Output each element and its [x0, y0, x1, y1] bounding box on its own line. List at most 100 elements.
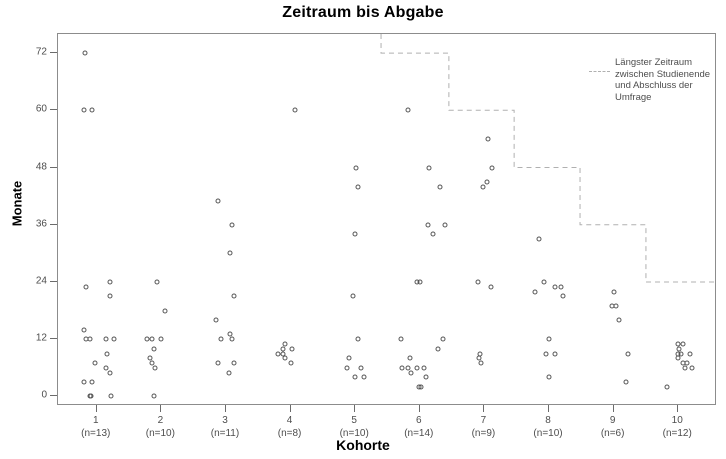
- data-point: [229, 222, 235, 228]
- data-point: [355, 184, 361, 190]
- data-point: [478, 360, 484, 366]
- data-point: [546, 374, 552, 380]
- data-point: [616, 317, 622, 323]
- data-point: [442, 222, 448, 228]
- data-point: [82, 50, 88, 56]
- data-point: [485, 136, 491, 142]
- data-point: [437, 184, 443, 190]
- y-tick-label: 36: [35, 218, 47, 230]
- cohort-number: 5: [351, 415, 357, 426]
- data-point: [89, 107, 95, 113]
- data-point: [83, 284, 89, 290]
- data-point: [546, 336, 552, 342]
- y-tick-label: 72: [35, 46, 47, 58]
- data-point: [532, 289, 538, 295]
- cohort-number: 8: [545, 415, 551, 426]
- data-point: [435, 346, 441, 352]
- data-point: [107, 370, 113, 376]
- y-tick-mark: [50, 223, 57, 225]
- cohort-count: (n=14): [404, 428, 434, 439]
- x-tick-mark: [418, 405, 420, 412]
- data-point: [229, 336, 235, 342]
- x-tick-label: 1 (n=13): [56, 414, 136, 440]
- data-point: [680, 341, 686, 347]
- x-tick-label: 5 (n=10): [314, 414, 394, 440]
- data-point: [88, 393, 94, 399]
- data-point: [213, 317, 219, 323]
- data-point: [353, 165, 359, 171]
- data-point: [350, 293, 356, 299]
- data-point: [440, 336, 446, 342]
- data-point: [488, 284, 494, 290]
- data-point: [489, 165, 495, 171]
- data-point: [358, 365, 364, 371]
- data-point: [158, 336, 164, 342]
- y-tick-mark: [50, 338, 57, 340]
- data-point: [408, 370, 414, 376]
- data-point: [675, 355, 681, 361]
- x-tick-label: 6 (n=14): [379, 414, 459, 440]
- data-point: [89, 379, 95, 385]
- data-point: [215, 198, 221, 204]
- data-point: [152, 365, 158, 371]
- chart-title: Zeitraum bis Abgabe: [282, 4, 444, 21]
- data-point: [682, 365, 688, 371]
- data-point: [108, 393, 114, 399]
- data-point: [558, 284, 564, 290]
- data-point: [414, 365, 420, 371]
- cohort-number: 10: [671, 415, 683, 426]
- x-tick-label: 7 (n=9): [443, 414, 523, 440]
- x-tick-mark: [548, 405, 550, 412]
- data-point: [426, 165, 432, 171]
- cohort-number: 4: [286, 415, 293, 426]
- data-point: [405, 107, 411, 113]
- data-point: [552, 351, 558, 357]
- cohort-number: 3: [222, 415, 228, 426]
- data-point: [476, 355, 482, 361]
- data-point: [399, 365, 405, 371]
- data-point: [151, 393, 157, 399]
- x-tick-label: 2 (n=10): [120, 414, 200, 440]
- plot-area: [57, 33, 717, 405]
- data-point: [149, 336, 155, 342]
- data-point: [107, 279, 113, 285]
- y-tick-label: 60: [35, 103, 47, 115]
- cohort-count: (n=11): [210, 428, 240, 439]
- x-tick-mark: [289, 405, 291, 412]
- data-point: [664, 384, 670, 390]
- data-point: [430, 231, 436, 237]
- data-point: [477, 351, 483, 357]
- data-point: [81, 379, 87, 385]
- data-point: [346, 355, 352, 361]
- x-axis-label: Kohorte: [336, 437, 390, 453]
- data-point: [227, 331, 233, 337]
- y-tick-mark: [50, 395, 57, 397]
- x-tick-label: 9 (n=6): [573, 414, 653, 440]
- data-point: [689, 365, 695, 371]
- x-tick-mark: [354, 405, 356, 412]
- data-point: [541, 279, 547, 285]
- data-point: [289, 346, 295, 352]
- cohort-count: (n=13): [81, 428, 111, 439]
- data-point: [361, 374, 367, 380]
- data-point: [613, 303, 619, 309]
- data-point: [675, 341, 681, 347]
- x-tick-mark: [224, 405, 226, 412]
- data-point: [111, 336, 117, 342]
- data-point: [147, 355, 153, 361]
- cohort-number: 7: [480, 415, 487, 426]
- legend-label: Längster Zeitraum zwischen Studienende u…: [615, 57, 711, 103]
- x-tick-mark: [483, 405, 485, 412]
- data-point: [81, 327, 87, 333]
- cohort-number: 1: [92, 415, 99, 426]
- cohort-count: (n=9): [471, 428, 496, 439]
- data-point: [560, 293, 566, 299]
- data-point: [151, 346, 157, 352]
- data-point: [231, 360, 237, 366]
- y-tick-mark: [50, 166, 57, 168]
- cohort-number: 9: [609, 415, 616, 426]
- data-point: [417, 279, 423, 285]
- x-tick-label: 10 (n=12): [637, 414, 717, 440]
- data-point: [103, 365, 109, 371]
